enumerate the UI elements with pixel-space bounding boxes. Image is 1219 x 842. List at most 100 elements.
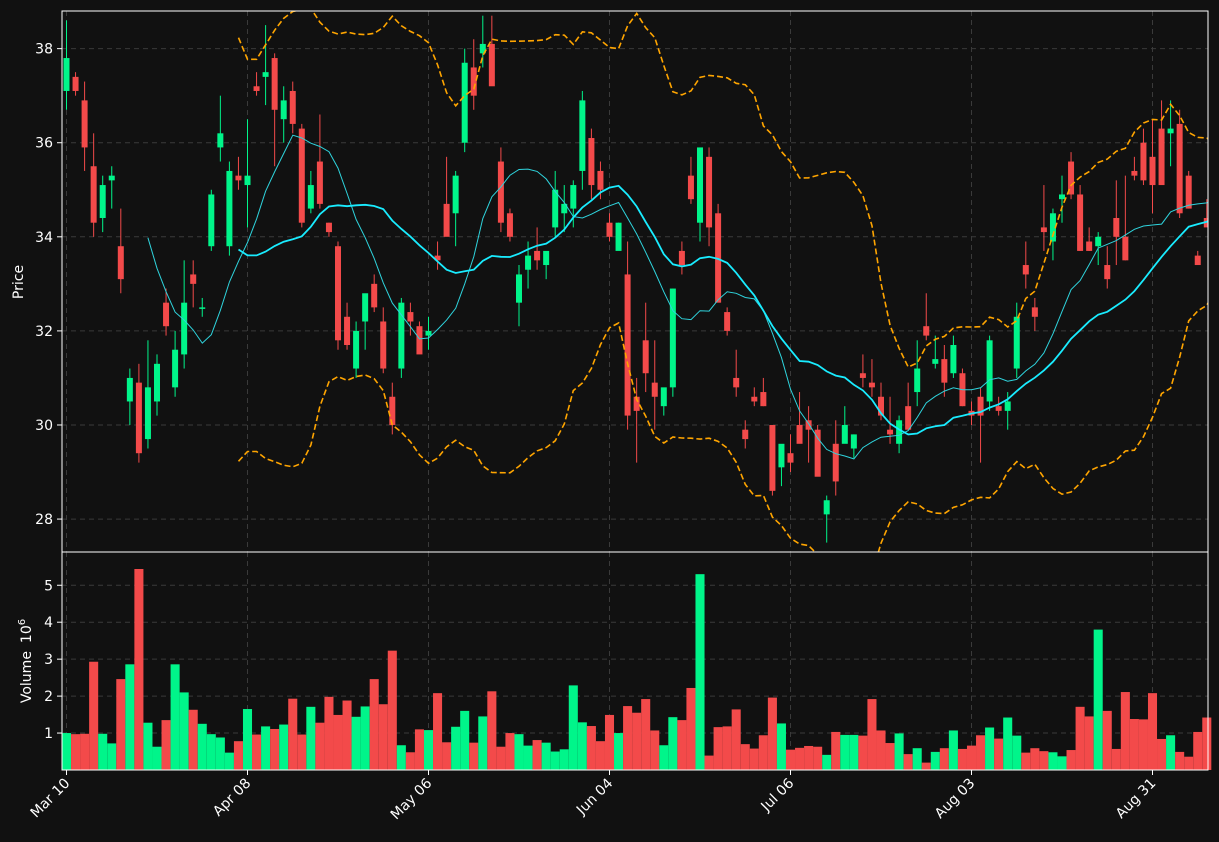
volume-bar: [423, 730, 434, 770]
volume-bar: [713, 727, 723, 770]
candle: [859, 354, 866, 388]
candlesticks: [63, 15, 1208, 543]
volume-bar: [957, 748, 967, 770]
volume-bar: [604, 714, 615, 770]
volume-panel-frame: [61, 551, 1209, 771]
candle: [1086, 227, 1093, 251]
candle: [751, 387, 758, 407]
bollinger-lower-line: [237, 301, 1208, 552]
volume-bar: [170, 664, 180, 770]
volume-bar: [1147, 693, 1158, 770]
candle: [461, 48, 468, 153]
volume-bar: [1048, 752, 1058, 770]
volume-bar: [903, 754, 913, 770]
candle: [633, 377, 640, 463]
candle-body: [1031, 307, 1038, 317]
price-tick-label: 32: [35, 324, 53, 340]
candle: [316, 114, 323, 209]
volume-bar: [912, 748, 922, 770]
candle: [941, 345, 948, 397]
candle-body: [208, 194, 215, 247]
volume-bar: [686, 687, 696, 770]
candle-body: [724, 312, 731, 331]
candle-body: [1176, 123, 1183, 214]
candle-body: [1086, 241, 1093, 251]
candle: [796, 392, 803, 444]
price-tick-label: 36: [35, 136, 53, 152]
candle: [769, 424, 776, 496]
volume-bar: [867, 699, 877, 770]
volume-bar: [315, 722, 325, 770]
candle: [1040, 185, 1047, 251]
candle-body: [543, 250, 550, 266]
volume-bar: [1157, 738, 1167, 770]
candle: [1158, 100, 1165, 186]
volume-bar: [948, 730, 958, 770]
candle: [588, 128, 595, 200]
volume-bar: [89, 661, 99, 770]
candle: [262, 25, 269, 106]
candle-body: [923, 326, 930, 336]
candle-body: [353, 330, 360, 369]
candle: [715, 203, 722, 303]
candle-body: [181, 302, 188, 355]
candle: [244, 119, 251, 228]
volume-bar: [840, 734, 850, 770]
volume-tick-label: 4: [44, 615, 53, 631]
candle-body: [235, 175, 242, 181]
volume-bar: [568, 685, 578, 770]
volume-bar: [813, 746, 823, 770]
candle-body: [344, 316, 351, 346]
candle: [172, 330, 179, 397]
candle: [832, 420, 839, 496]
volume-bar: [270, 728, 280, 770]
volume-bar: [966, 745, 977, 770]
candle-body: [733, 377, 740, 388]
volume-bar: [668, 717, 678, 770]
volume-axis-label: Volume 106: [17, 619, 35, 703]
candle: [280, 86, 287, 143]
volume-bar: [98, 733, 108, 770]
volume-bar: [469, 742, 479, 770]
volume-bar: [1084, 716, 1094, 770]
candle-body: [99, 185, 106, 218]
candle-body: [407, 312, 414, 322]
volume-tick-label: 1: [44, 726, 53, 742]
candle-body: [271, 58, 278, 110]
candle: [1131, 156, 1138, 181]
volume-bar: [632, 712, 642, 770]
candle: [905, 382, 912, 430]
candle: [353, 321, 360, 378]
candle: [416, 321, 423, 355]
candle: [850, 434, 857, 458]
candle-body: [914, 368, 921, 393]
candle-body: [135, 382, 142, 454]
volume-bar: [858, 735, 868, 770]
candle-body: [461, 62, 468, 143]
volume-bar: [1129, 719, 1139, 770]
candle: [950, 335, 957, 378]
candle-body: [760, 392, 767, 407]
candle-body: [1022, 265, 1029, 275]
candle-body: [1049, 213, 1056, 242]
candle-body: [561, 203, 568, 214]
candle-body: [163, 302, 170, 327]
candle-body: [117, 246, 124, 280]
volume-bar: [659, 745, 669, 770]
candle: [90, 133, 97, 237]
candle: [208, 189, 215, 251]
volume-bar: [985, 727, 995, 770]
candle-body: [371, 283, 378, 308]
volume-bar: [261, 726, 271, 770]
volume-bar: [677, 720, 687, 770]
candle: [1185, 170, 1192, 209]
candle-body: [398, 302, 405, 369]
candle: [1068, 152, 1075, 200]
volume-bar: [224, 752, 234, 770]
volume-bar: [496, 746, 506, 770]
candle: [615, 222, 622, 251]
candle: [506, 208, 513, 242]
candle-body: [1167, 128, 1174, 134]
candle: [117, 208, 124, 294]
candle: [190, 260, 197, 308]
